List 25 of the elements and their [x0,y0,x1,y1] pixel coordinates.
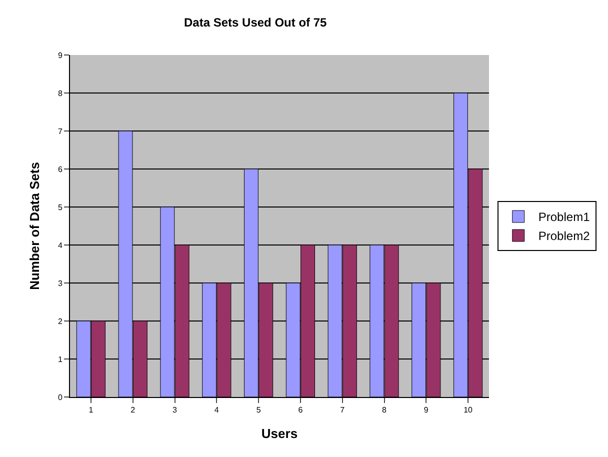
y-tick-label: 2 [58,316,63,326]
y-tick-label: 8 [58,88,63,98]
legend-label: Problem2 [538,229,590,244]
legend-label: Problem1 [538,210,590,224]
y-tick-label: 1 [58,354,63,364]
y-tick-label: 6 [58,164,63,174]
x-tick-label: 4 [214,406,220,415]
x-tick-label: 7 [340,406,346,415]
y-tick-label: 7 [58,126,63,136]
y-tick-label: 5 [58,202,63,212]
x-axis-title: Users [261,426,298,442]
y-tick-label: 9 [58,50,63,60]
x-tick-label: 6 [298,406,304,415]
y-axis-title: Number of Data Sets [26,162,42,290]
y-tick-label: 3 [58,278,63,288]
x-tick-label: 2 [130,406,136,415]
x-tick-label: 9 [424,406,429,415]
y-tick-label: 0 [58,392,63,402]
x-tick-label: 3 [172,406,178,415]
x-tick-label: 5 [256,406,262,415]
x-tick-label: 10 [464,406,474,415]
x-tick-label: 1 [88,406,94,415]
chart-title: Data Sets Used Out of 75 [184,16,328,30]
x-tick-label: 8 [382,406,388,415]
y-tick-label: 4 [58,240,63,250]
